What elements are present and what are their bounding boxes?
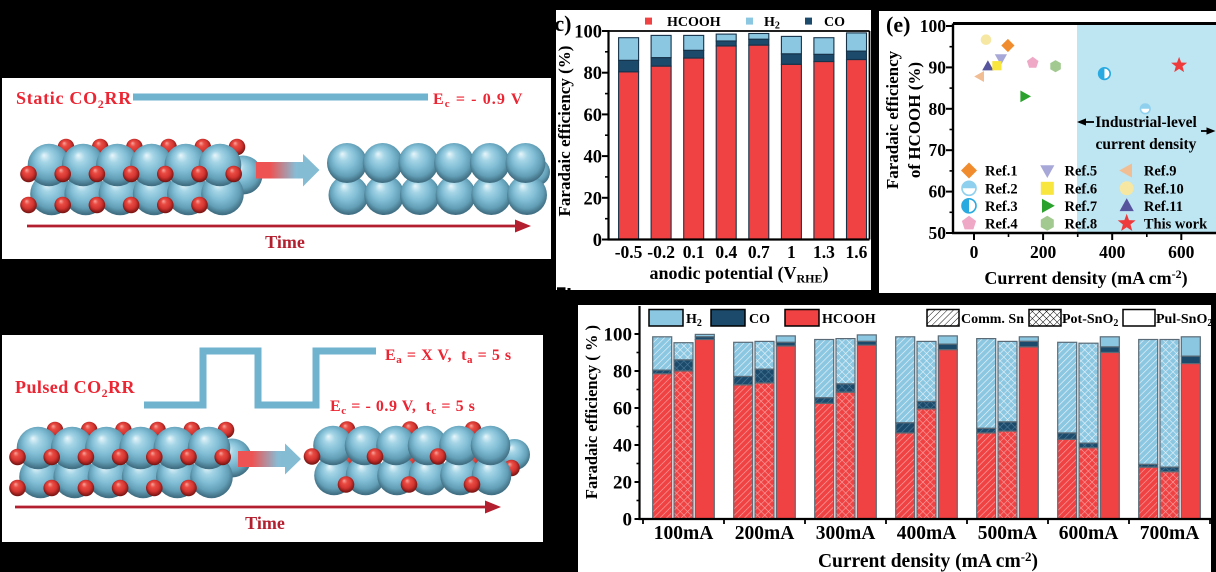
svg-text:80: 80 [584,64,603,84]
svg-text:current density: current density [1096,136,1197,153]
svg-text:CO: CO [749,312,770,327]
svg-text:100mA: 100mA [654,523,714,544]
svg-text:100: 100 [604,325,633,346]
svg-text:(c): (c) [556,11,571,36]
svg-text:20: 20 [584,189,603,209]
svg-text:1.6: 1.6 [846,242,868,262]
svg-text:60: 60 [929,182,947,202]
svg-text:Ref.3: Ref.3 [985,199,1018,215]
svg-text:HCOOH: HCOOH [667,15,721,30]
svg-text:Static CO2RR: Static CO2RR [16,88,132,111]
svg-text:400: 400 [1099,242,1126,262]
svg-text:Ref.11: Ref.11 [1144,199,1183,215]
svg-text:200: 200 [1030,242,1057,262]
svg-text:600mA: 600mA [1059,523,1119,544]
svg-text:400mA: 400mA [897,523,957,544]
svg-text:Time: Time [245,513,285,533]
svg-text:Pulsed CO2RR: Pulsed CO2RR [15,377,135,400]
svg-text:0.7: 0.7 [748,242,770,262]
svg-text:50: 50 [929,223,947,243]
svg-text:Ref.8: Ref.8 [1065,216,1098,232]
svg-text:60: 60 [613,399,632,420]
svg-text:40: 40 [584,148,603,168]
svg-text:600: 600 [1168,242,1195,262]
svg-text:HCOOH: HCOOH [822,312,876,327]
svg-text:70: 70 [929,140,947,160]
svg-text:Ref.5: Ref.5 [1065,164,1098,180]
svg-text:1.3: 1.3 [813,242,835,262]
svg-text:80: 80 [929,99,947,119]
svg-text:of HCOOH (%): of HCOOH (%) [905,62,924,178]
svg-text:100: 100 [920,16,947,36]
svg-text:500mA: 500mA [978,523,1038,544]
svg-text:Ec = - 0.9 V: Ec = - 0.9 V [433,91,523,110]
svg-text:Ref.1: Ref.1 [985,164,1018,180]
svg-text:60: 60 [584,106,603,126]
svg-text:Ref.6: Ref.6 [1065,181,1098,197]
svg-text:-0.5: -0.5 [615,242,643,262]
svg-text:Ref.10: Ref.10 [1144,181,1184,197]
svg-text:1: 1 [787,242,796,262]
svg-text:anodic potential (VRHE): anodic potential (VRHE) [649,263,828,286]
svg-text:90: 90 [929,57,947,77]
svg-text:-0.2: -0.2 [647,242,675,262]
svg-text:Time: Time [265,232,305,252]
svg-text:Pul-SnO2: Pul-SnO2 [1156,312,1212,329]
svg-text:Ref.4: Ref.4 [985,216,1018,232]
svg-text:0: 0 [593,231,602,251]
svg-text:80: 80 [613,362,632,383]
svg-text:0: 0 [623,510,633,531]
svg-text:Current density (mA cm-2): Current density (mA cm-2) [818,549,1038,572]
svg-text:Ref.2: Ref.2 [985,181,1018,197]
svg-text:(e): (e) [886,12,910,37]
svg-text:Ea = X V, ta = 5 s: Ea = X V, ta = 5 s [385,347,512,366]
svg-text:300mA: 300mA [816,523,876,544]
svg-text:Industrial-level: Industrial-level [1095,114,1197,131]
svg-text:40: 40 [613,436,632,457]
svg-text:Ref.7: Ref.7 [1065,199,1098,215]
svg-text:100: 100 [574,23,602,43]
svg-text:This work: This work [1144,216,1208,232]
svg-text:Ref.9: Ref.9 [1144,164,1177,180]
svg-text:Current density (mA cm-2): Current density (mA cm-2) [984,267,1187,289]
svg-text:Faradaic efficiency: Faradaic efficiency [883,50,902,189]
svg-text:Faradaic efficiency (%): Faradaic efficiency (%) [556,46,574,217]
svg-text:700mA: 700mA [1140,523,1200,544]
svg-text:Faradaic efficiency ( % ): Faradaic efficiency ( % ) [582,325,601,499]
svg-text:20: 20 [613,473,632,494]
svg-text:0.4: 0.4 [715,242,737,262]
svg-text:Ec = - 0.9 V, tc = 5 s: Ec = - 0.9 V, tc = 5 s [330,398,475,417]
svg-text:CO: CO [824,15,845,30]
svg-text:200mA: 200mA [735,523,795,544]
svg-text:Pot-SnO2: Pot-SnO2 [1062,312,1118,329]
svg-text:0: 0 [970,242,979,262]
svg-text:0.1: 0.1 [683,242,705,262]
svg-text:Comm. Sn: Comm. Sn [961,312,1024,327]
